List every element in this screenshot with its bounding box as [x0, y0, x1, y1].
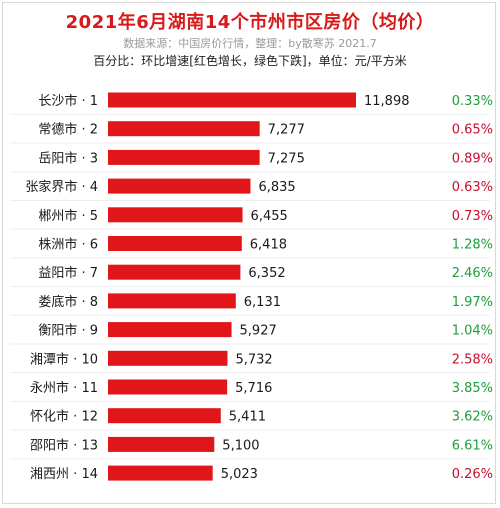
- value-label: 6,455: [251, 209, 288, 224]
- bar: [108, 264, 241, 280]
- value-label: 6,835: [258, 180, 295, 195]
- category-label: 永州市 · 11: [30, 380, 98, 396]
- legend-note: 百分比：环比增速[红色增长，绿色下跌]，单位：元/平方米: [93, 54, 407, 68]
- bar: [108, 293, 236, 309]
- chart-frame: [2, 2, 496, 504]
- mom-change-label: 6.61%: [452, 438, 493, 453]
- value-label: 7,277: [268, 123, 305, 138]
- category-label: 张家界市 · 4: [25, 179, 98, 195]
- value-label: 5,716: [235, 381, 272, 396]
- mom-change-label: 3.62%: [452, 410, 493, 425]
- value-label: 6,352: [248, 266, 285, 281]
- mom-change-label: 0.26%: [452, 467, 493, 482]
- mom-change-label: 1.28%: [452, 238, 493, 253]
- value-label: 11,898: [364, 94, 410, 109]
- category-label: 常德市 · 2: [38, 122, 98, 138]
- mom-change-label: 0.33%: [452, 94, 493, 109]
- mom-change-label: 2.46%: [452, 266, 493, 281]
- source-note: 数据来源：中国房价行情，整理：by散寒苏 2021.7: [123, 37, 377, 50]
- category-label: 衡阳市 · 9: [38, 323, 98, 339]
- value-label: 5,732: [235, 352, 272, 367]
- category-label: 湘西州 · 14: [30, 467, 98, 482]
- bar: [108, 408, 221, 424]
- bar: [108, 322, 232, 338]
- bar: [108, 149, 260, 165]
- chart-title: 2021年6月湖南14个市州市区房价（均价）: [65, 12, 435, 33]
- bar: [108, 436, 215, 452]
- mom-change-label: 3.85%: [452, 381, 493, 396]
- category-label: 长沙市 · 1: [38, 93, 98, 109]
- mom-change-label: 0.89%: [452, 151, 493, 166]
- mom-change-label: 1.97%: [452, 295, 493, 310]
- value-label: 6,131: [244, 295, 281, 310]
- bar: [108, 379, 228, 395]
- mom-change-label: 0.63%: [452, 180, 493, 195]
- category-label: 邵阳市 · 13: [30, 437, 98, 453]
- bar: [108, 121, 260, 137]
- category-label: 娄底市 · 8: [38, 294, 98, 310]
- category-label: 株洲市 · 6: [38, 237, 98, 253]
- bar: [108, 350, 228, 366]
- bar: [108, 178, 251, 194]
- mom-change-label: 0.73%: [452, 209, 493, 224]
- bar: [108, 465, 213, 481]
- category-label: 湘潭市 · 10: [30, 351, 98, 367]
- value-label: 6,418: [250, 238, 287, 253]
- value-label: 7,275: [268, 151, 305, 166]
- bars-layer: 长沙市 · 1 11,898 0.33% 常德市 · 2 7,277 0.65% 岳阳市 ·…: [10, 92, 493, 482]
- value-label: 5,023: [221, 467, 258, 482]
- category-label: 郴州市 · 5: [38, 208, 98, 224]
- bar: [108, 207, 243, 223]
- category-label: 益阳市 · 7: [38, 265, 98, 281]
- category-label: 岳阳市 · 3: [38, 150, 98, 166]
- bar: [108, 236, 242, 251]
- category-label: 怀化市 · 12: [30, 409, 98, 425]
- bar: [108, 92, 356, 108]
- mom-change-label: 1.04%: [452, 324, 493, 339]
- value-label: 5,411: [229, 410, 266, 425]
- value-label: 5,100: [222, 438, 259, 453]
- mom-change-label: 0.65%: [452, 123, 493, 138]
- value-label: 5,927: [240, 324, 277, 339]
- mom-change-label: 2.58%: [452, 352, 493, 367]
